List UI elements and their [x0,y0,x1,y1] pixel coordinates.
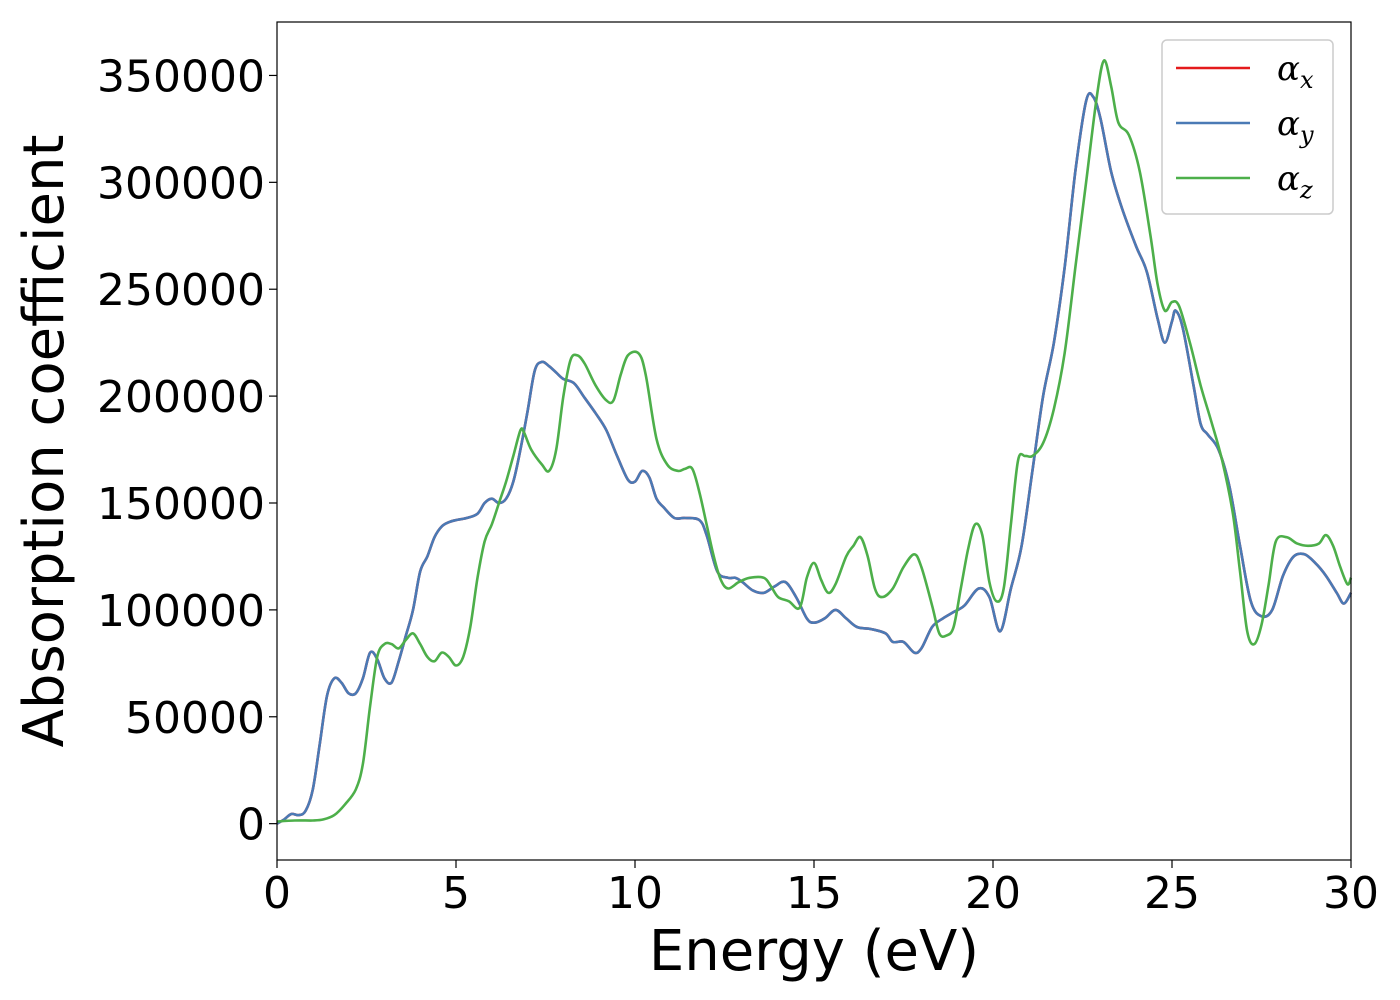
y-axis: 0 50000 100000 150000 200000 250000 300000 3500… [97,51,277,851]
x-tick-label: 5 [442,868,470,919]
x-tick-label: 30 [1323,868,1379,919]
y-tick-label: 350000 [97,51,265,102]
x-axis: 0 5 10 15 20 25 30 [263,860,1379,919]
y-tick-label: 50000 [125,693,265,744]
legend-box [1161,39,1334,215]
series-line-y [276,91,1353,825]
y-tick-label: 200000 [97,372,265,423]
legend-label-y: αy [1277,104,1314,149]
x-tick-label: 25 [1144,868,1200,919]
y-tick-label: 100000 [97,586,265,637]
y-tick-label: 250000 [97,265,265,316]
x-tick-label: 15 [786,868,842,919]
y-axis-title: Absorption coefficient [12,135,77,748]
legend-label-x: αx [1277,49,1314,94]
legend: αx αy αz [1161,39,1334,215]
legend-label-z: αz [1277,159,1313,204]
series-line-z [276,59,1353,823]
x-tick-label: 0 [263,868,291,919]
y-tick-label: 0 [237,800,265,851]
y-tick-label: 150000 [97,479,265,530]
x-axis-title: Energy (eV) [649,919,979,984]
y-tick-label: 300000 [97,158,265,209]
x-tick-label: 10 [607,868,663,919]
series-lines [276,59,1353,825]
x-tick-label: 20 [965,868,1021,919]
